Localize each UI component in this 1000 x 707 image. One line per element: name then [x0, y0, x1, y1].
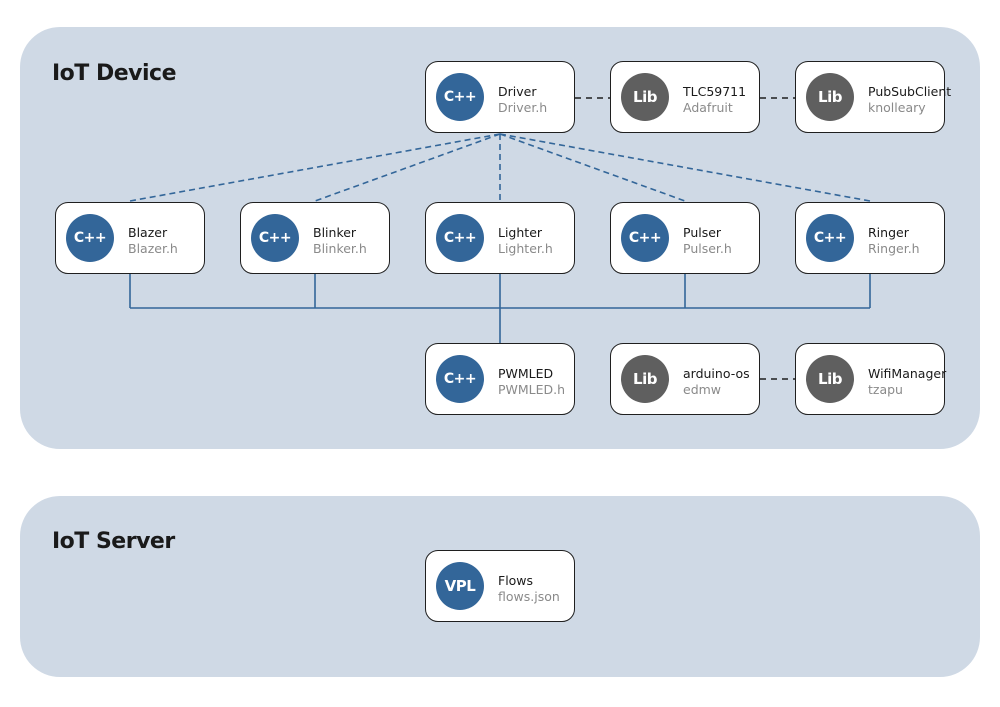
group-title: IoT Server	[52, 529, 175, 554]
node-name: PubSubClient	[868, 84, 952, 99]
node-file: PWMLED.h	[498, 382, 566, 397]
node-flows[interactable]: VPL Flows flows.json	[425, 550, 575, 622]
node-name: Ringer	[868, 225, 909, 240]
lib-badge-icon: Lib	[806, 73, 854, 121]
node-tlc59711[interactable]: Lib TLC59711 Adafruit	[610, 61, 760, 133]
node-pulser[interactable]: C++ Pulser Pulser.h	[610, 202, 760, 274]
node-name: Blazer	[128, 225, 168, 240]
node-file: Adafruit	[683, 100, 733, 115]
cpp-badge-icon: C++	[436, 214, 484, 262]
node-pwmled[interactable]: C++ PWMLED PWMLED.h	[425, 343, 575, 415]
node-arduino-os[interactable]: Lib arduino-os edmw	[610, 343, 760, 415]
cpp-badge-icon: C++	[436, 73, 484, 121]
node-file: Lighter.h	[498, 241, 553, 256]
node-pubsubclient[interactable]: Lib PubSubClient knolleary	[795, 61, 951, 133]
node-blinker[interactable]: C++ Blinker Blinker.h	[240, 202, 390, 274]
node-file: Pulser.h	[683, 241, 732, 256]
node-name: Driver	[498, 84, 537, 99]
node-file: Driver.h	[498, 100, 548, 115]
cpp-badge-icon: C++	[806, 214, 854, 262]
node-name: WifiManager	[868, 366, 947, 381]
node-name: Lighter	[498, 225, 543, 240]
node-ringer[interactable]: C++ Ringer Ringer.h	[795, 202, 945, 274]
vpl-badge-icon: VPL	[436, 562, 484, 610]
group-title: IoT Device	[52, 61, 177, 86]
node-file: flows.json	[498, 589, 560, 604]
node-blazer[interactable]: C++ Blazer Blazer.h	[55, 202, 205, 274]
lib-badge-icon: Lib	[621, 355, 669, 403]
node-file: knolleary	[868, 100, 926, 115]
node-wifimanager[interactable]: Lib WifiManager tzapu	[795, 343, 947, 415]
node-driver[interactable]: C++ Driver Driver.h	[425, 61, 575, 133]
node-name: TLC59711	[683, 84, 747, 99]
lib-badge-icon: Lib	[621, 73, 669, 121]
node-file: Blinker.h	[313, 241, 367, 256]
node-name: Flows	[498, 573, 534, 588]
node-name: Blinker	[313, 225, 357, 240]
node-file: edmw	[683, 382, 722, 397]
node-file: Ringer.h	[868, 241, 920, 256]
node-file: tzapu	[868, 382, 903, 397]
node-lighter[interactable]: C++ Lighter Lighter.h	[425, 202, 575, 274]
cpp-badge-icon: C++	[251, 214, 299, 262]
group-iot-server: IoT Server	[20, 496, 980, 677]
node-name: arduino-os	[683, 366, 750, 381]
lib-badge-icon: Lib	[806, 355, 854, 403]
cpp-badge-icon: C++	[621, 214, 669, 262]
node-file: Blazer.h	[128, 241, 178, 256]
node-name: Pulser	[683, 225, 722, 240]
cpp-badge-icon: C++	[66, 214, 114, 262]
cpp-badge-icon: C++	[436, 355, 484, 403]
node-name: PWMLED	[498, 366, 554, 381]
